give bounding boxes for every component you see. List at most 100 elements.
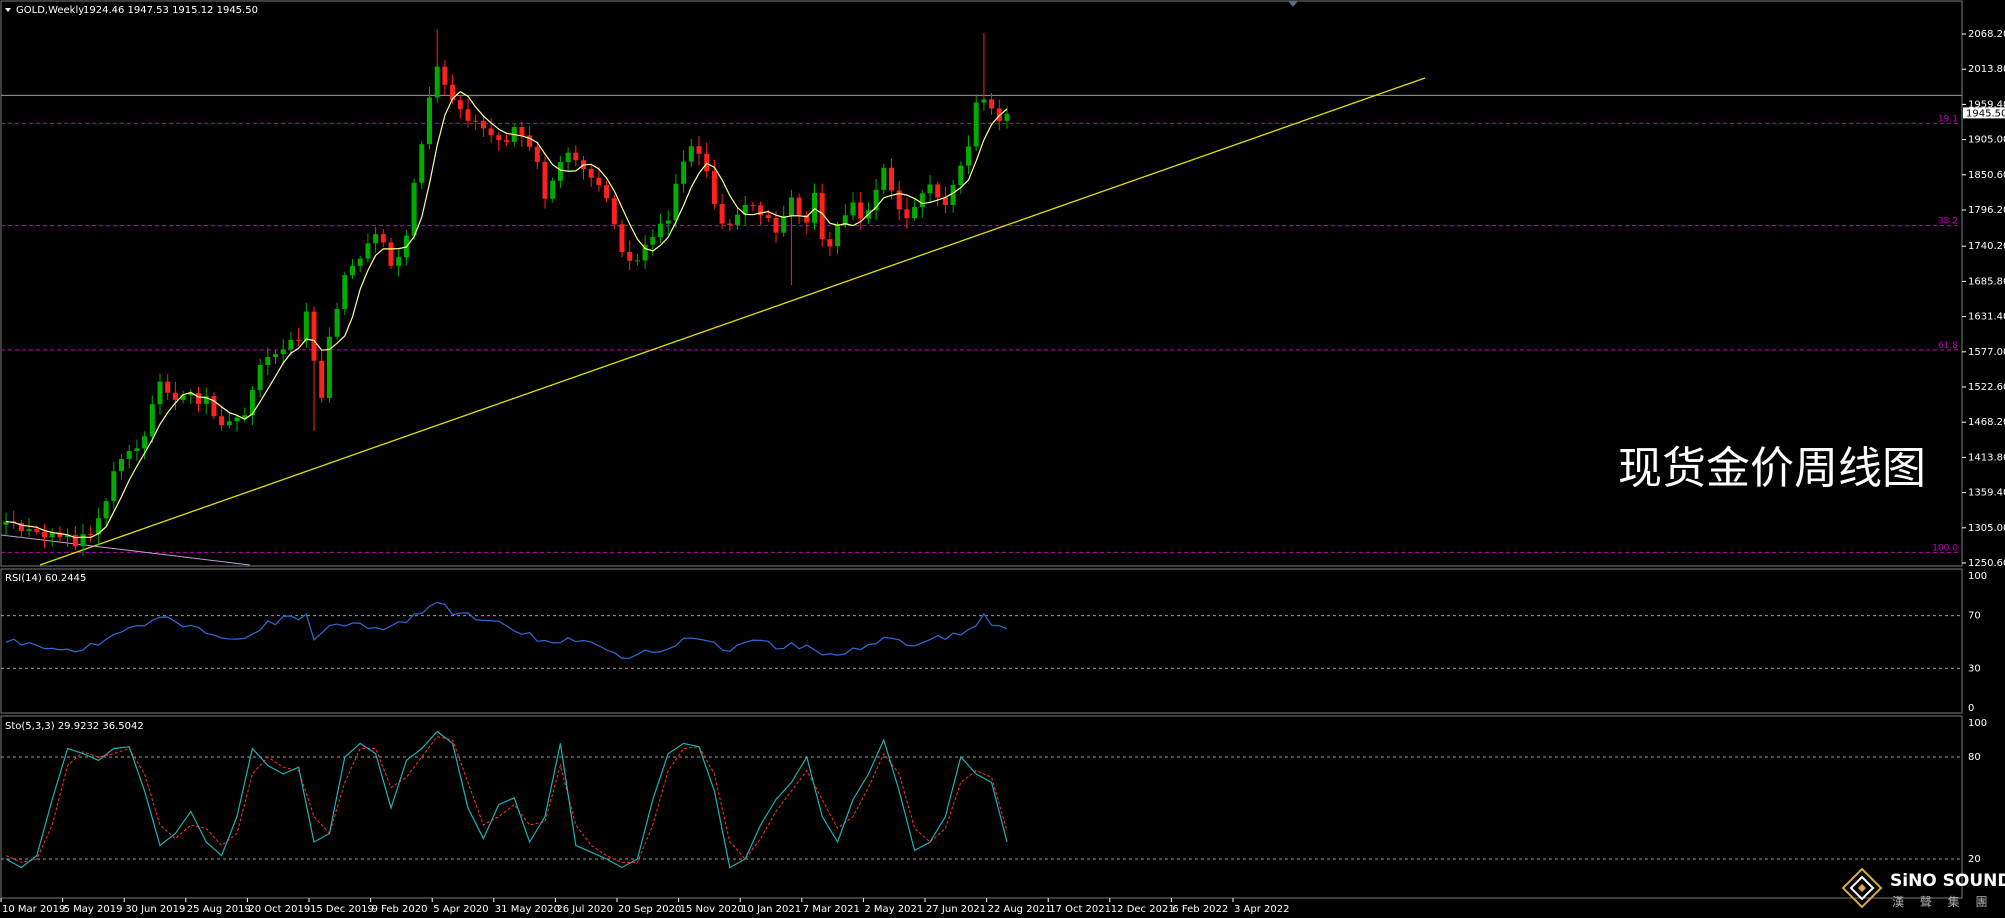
price-tick-label: 1685.80 (1968, 276, 2005, 287)
candle-body (249, 390, 255, 416)
candle-body (758, 205, 764, 215)
candle-body (989, 99, 995, 109)
candle-body (65, 535, 71, 538)
date-tick-label: 26 Jul 2020 (556, 904, 613, 915)
candle-body (827, 239, 833, 247)
brand-logo: SiNO SOUND 漢 聲 集 團 (1841, 867, 2005, 909)
candle-body (396, 257, 402, 266)
candle-body (996, 108, 1002, 121)
candle-body (473, 120, 479, 122)
brand-subtitle: 漢 聲 集 團 (1892, 894, 1993, 909)
symbol-label: GOLD,Weekly (16, 5, 84, 16)
candle-body (812, 192, 817, 223)
candle-body (973, 102, 979, 147)
stochastic-panel[interactable] (0, 715, 1963, 899)
date-tick-label: 15 Dec 2019 (310, 904, 374, 915)
candle-body (380, 234, 386, 243)
price-tick-label: 1359.40 (1968, 488, 2005, 499)
candle-body (665, 220, 671, 224)
candle-body (49, 532, 55, 538)
price-tick-label: 1413.80 (1968, 452, 2005, 463)
candle-body (303, 311, 309, 341)
candle-body (742, 204, 748, 215)
candle-body (704, 153, 710, 172)
candle-body (157, 381, 163, 405)
shift-marker-icon[interactable] (1288, 1, 1298, 7)
candle-body (350, 265, 355, 276)
candle-body (696, 146, 702, 154)
candle-body (835, 224, 841, 247)
candle-body (496, 135, 502, 141)
fib-label: 100.0 (1932, 543, 1958, 553)
date-tick-label: 9 Feb 2020 (372, 904, 428, 915)
date-tick-label: 5 May 2019 (64, 904, 123, 915)
price-tick-label: 1631.40 (1968, 312, 2005, 323)
candle-body (927, 184, 933, 194)
rsi-label: RSI(14) 60.2445 (5, 573, 86, 584)
candle-body (919, 193, 925, 208)
candle-body (26, 529, 32, 532)
fib-label: 61.8 (1938, 341, 1958, 351)
candle-body (634, 260, 640, 262)
candle-body (311, 311, 317, 361)
candle-body (172, 392, 178, 400)
price-tick-label: 2068.20 (1968, 29, 2005, 40)
rsi-axis: 100 70 30 0 (1968, 571, 1987, 714)
candle-body (434, 66, 440, 98)
candle-body (542, 161, 548, 199)
candle-body (373, 234, 379, 244)
candle-body (534, 146, 540, 162)
candle-body (18, 523, 24, 532)
price-tick-label: 1522.60 (1968, 382, 2005, 393)
date-tick-label: 20 Sep 2020 (618, 904, 681, 915)
candle-body (180, 395, 186, 400)
dropdown-triangle-icon[interactable] (5, 8, 11, 12)
candle-body (3, 521, 9, 525)
rsi-scale-label: 0 (1968, 703, 1974, 714)
price-tick-label: 1850.60 (1968, 170, 2005, 181)
candle-body (319, 360, 325, 398)
candle-body (134, 448, 140, 452)
candle-body (557, 162, 563, 181)
candle-body (650, 237, 656, 245)
stochastic-scale-label: 20 (1968, 854, 1981, 865)
candle-body (219, 416, 225, 426)
price-tick-label: 1250.60 (1968, 558, 2005, 569)
candle-body (889, 167, 894, 191)
candle-body (365, 243, 371, 259)
rsi-scale-label: 100 (1968, 571, 1987, 582)
candle-body (203, 396, 209, 404)
candle-body (896, 190, 902, 210)
candle-body (804, 214, 810, 223)
candle-body (981, 99, 987, 103)
candle-body (57, 532, 63, 538)
rsi-panel[interactable] (0, 568, 1963, 714)
fib-label: 38.2 (1938, 217, 1958, 227)
candle-body (711, 171, 717, 205)
candle-body (681, 161, 687, 184)
price-tick-label: 1305.00 (1968, 523, 2005, 534)
stochastic-scale-label: 80 (1968, 752, 1981, 763)
candle-body (126, 451, 132, 459)
candle-body (519, 127, 525, 136)
svg-text:1945.50: 1945.50 (1966, 108, 2005, 119)
candle-body (142, 436, 148, 449)
candle-body (950, 185, 956, 206)
candle-body (935, 184, 941, 198)
stochastic-scale-label: 100 (1968, 718, 1987, 729)
candle-body (573, 152, 579, 161)
ohlc-values: 1924.46 1947.53 1915.12 1945.50 (83, 5, 258, 16)
fib-label: 19.1 (1938, 114, 1958, 124)
candle-body (103, 501, 109, 519)
rsi-scale-label: 30 (1968, 663, 1981, 674)
candle-body (842, 215, 848, 225)
candle-body (280, 349, 286, 355)
rsi-scale-label: 70 (1968, 611, 1981, 622)
price-tick-label: 1959.40 (1968, 99, 2005, 110)
candle-body (642, 244, 648, 261)
candle-body (619, 224, 625, 253)
date-tick-label: 2 May 2021 (864, 904, 923, 915)
candle-body (80, 534, 86, 547)
date-tick-label: 12 Dec 2021 (1111, 904, 1175, 915)
